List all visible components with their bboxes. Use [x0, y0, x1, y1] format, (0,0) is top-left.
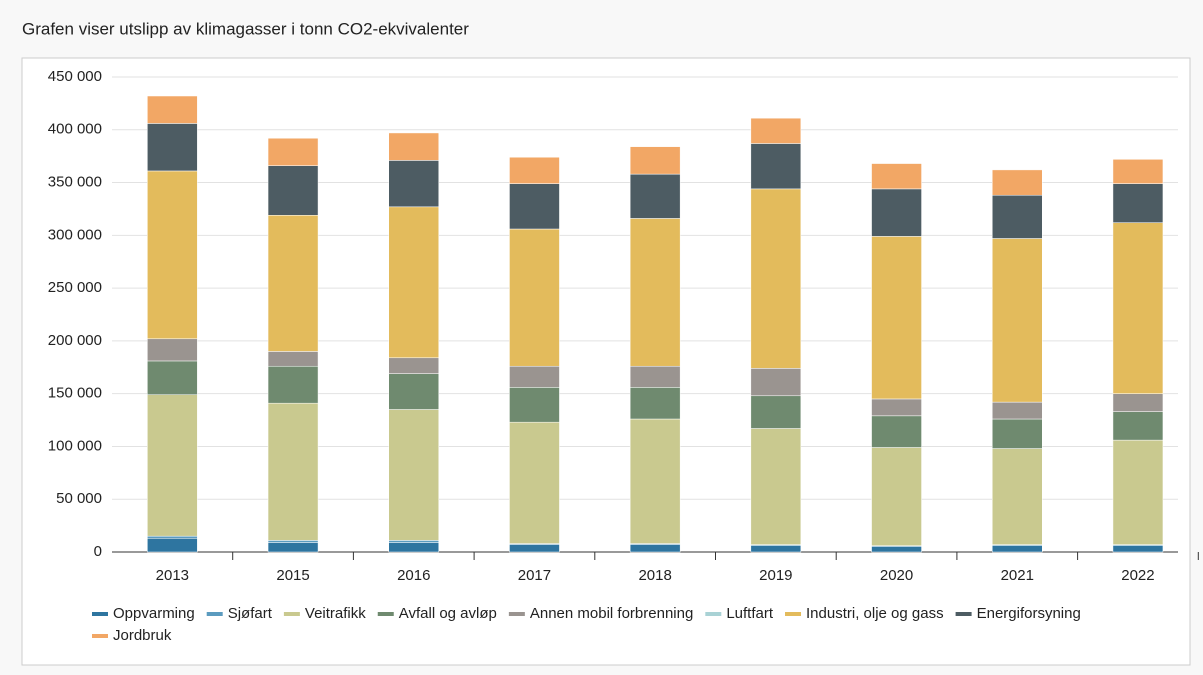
- bar-segment: [750, 117, 802, 144]
- y-tick-label: 250 000: [48, 279, 102, 296]
- bar-segment: [388, 542, 439, 553]
- y-tick-label: 0: [94, 543, 102, 560]
- chart-title: Grafen viser utslipp av klimagasser i to…: [22, 19, 469, 38]
- bar-segment: [992, 169, 1043, 196]
- x-tick-label: 2016: [397, 567, 430, 584]
- bar-segment: [629, 173, 681, 219]
- legend-label: Avfall og avløp: [399, 605, 497, 622]
- bar-segment: [750, 428, 802, 545]
- bar-segment: [388, 357, 439, 374]
- bar-segment: [871, 163, 922, 190]
- bar-segment: [871, 447, 922, 546]
- bar-segment: [629, 218, 681, 367]
- bar-segment: [267, 351, 319, 367]
- bar-segment: [147, 360, 198, 395]
- bar-segment: [629, 544, 681, 553]
- legend-label: Luftfart: [726, 605, 774, 622]
- bar-segment: [509, 183, 560, 230]
- bar-segment: [992, 238, 1043, 403]
- bar-segment: [871, 415, 922, 448]
- y-tick-label: 400 000: [48, 121, 102, 138]
- bar-segment: [267, 137, 319, 166]
- bar-segment: [147, 394, 198, 537]
- legend-label: Annen mobil forbrenning: [530, 605, 693, 622]
- bar-segment: [992, 418, 1043, 449]
- bar-segment: [871, 546, 922, 553]
- bar-segment: [147, 538, 198, 553]
- bar-segment: [147, 95, 198, 124]
- legend-label: Energiforsyning: [977, 605, 1081, 622]
- bar-segment: [509, 365, 560, 388]
- bar-segment: [1112, 222, 1164, 394]
- bar-segment: [388, 540, 439, 543]
- x-tick-label: 2022: [1121, 567, 1154, 584]
- y-tick-label: 350 000: [48, 174, 102, 191]
- bar-segment: [147, 535, 198, 539]
- bar-segment: [871, 236, 922, 400]
- y-tick-label: 50 000: [56, 490, 102, 507]
- bar-segment: [147, 123, 198, 172]
- bar-segment: [267, 542, 319, 553]
- bar-segment: [1112, 159, 1164, 184]
- y-tick-label: 300 000: [48, 226, 102, 243]
- bar-segment: [1112, 393, 1164, 412]
- bar-segment: [388, 206, 439, 359]
- bar-segment: [750, 395, 802, 429]
- bar-segment: [267, 365, 319, 404]
- bar-segment: [992, 545, 1043, 553]
- bar-segment: [509, 387, 560, 423]
- bar-segment: [992, 448, 1043, 545]
- bar-segment: [388, 132, 439, 161]
- x-tick-label: 2019: [759, 567, 792, 584]
- x-tick-label: 2018: [638, 567, 671, 584]
- bar-segment: [509, 544, 560, 553]
- bar-segment: [750, 143, 802, 190]
- bar-segment: [147, 338, 198, 362]
- bar-segment: [629, 418, 681, 544]
- bar-segment: [1112, 545, 1164, 553]
- bar-segment: [388, 160, 439, 208]
- legend-label: Sjøfart: [228, 605, 273, 622]
- bar-segment: [871, 188, 922, 237]
- legend-label: Jordbruk: [113, 627, 172, 644]
- bar-segment: [147, 170, 198, 340]
- bar-segment: [509, 156, 560, 184]
- bar-segment: [509, 421, 560, 544]
- bar-segment: [267, 402, 319, 541]
- bar-segment: [992, 401, 1043, 420]
- y-tick-label: 200 000: [48, 332, 102, 349]
- y-tick-label: 150 000: [48, 385, 102, 402]
- x-tick-label: 2013: [156, 567, 189, 584]
- x-tick-label: 2017: [518, 567, 551, 584]
- bar-segment: [388, 373, 439, 410]
- x-tick-label: 2021: [1001, 567, 1034, 584]
- legend-label: Industri, olje og gass: [806, 605, 944, 622]
- y-tick-label: 100 000: [48, 437, 102, 454]
- bar-segment: [267, 540, 319, 543]
- bar-segment: [1112, 183, 1164, 223]
- x-tick-label: 2015: [276, 567, 309, 584]
- bar-segment: [750, 188, 802, 369]
- bar-segment: [629, 146, 681, 175]
- bar-segment: [509, 228, 560, 367]
- legend-label: Veitrafikk: [305, 605, 366, 622]
- bar-segment: [871, 398, 922, 417]
- bar-segment: [1112, 411, 1164, 441]
- bar-segment: [750, 368, 802, 397]
- legend-label: Oppvarming: [113, 605, 195, 622]
- x-tick-label: 2020: [880, 567, 913, 584]
- y-tick-label: 450 000: [48, 68, 102, 85]
- bar-segment: [750, 545, 802, 553]
- bar-segment: [992, 194, 1043, 239]
- bar-segment: [388, 409, 439, 541]
- bar-segment: [629, 387, 681, 420]
- bar-segment: [267, 215, 319, 352]
- bar-segment: [1112, 439, 1164, 545]
- bar-segment: [267, 165, 319, 216]
- bar-segment: [629, 365, 681, 388]
